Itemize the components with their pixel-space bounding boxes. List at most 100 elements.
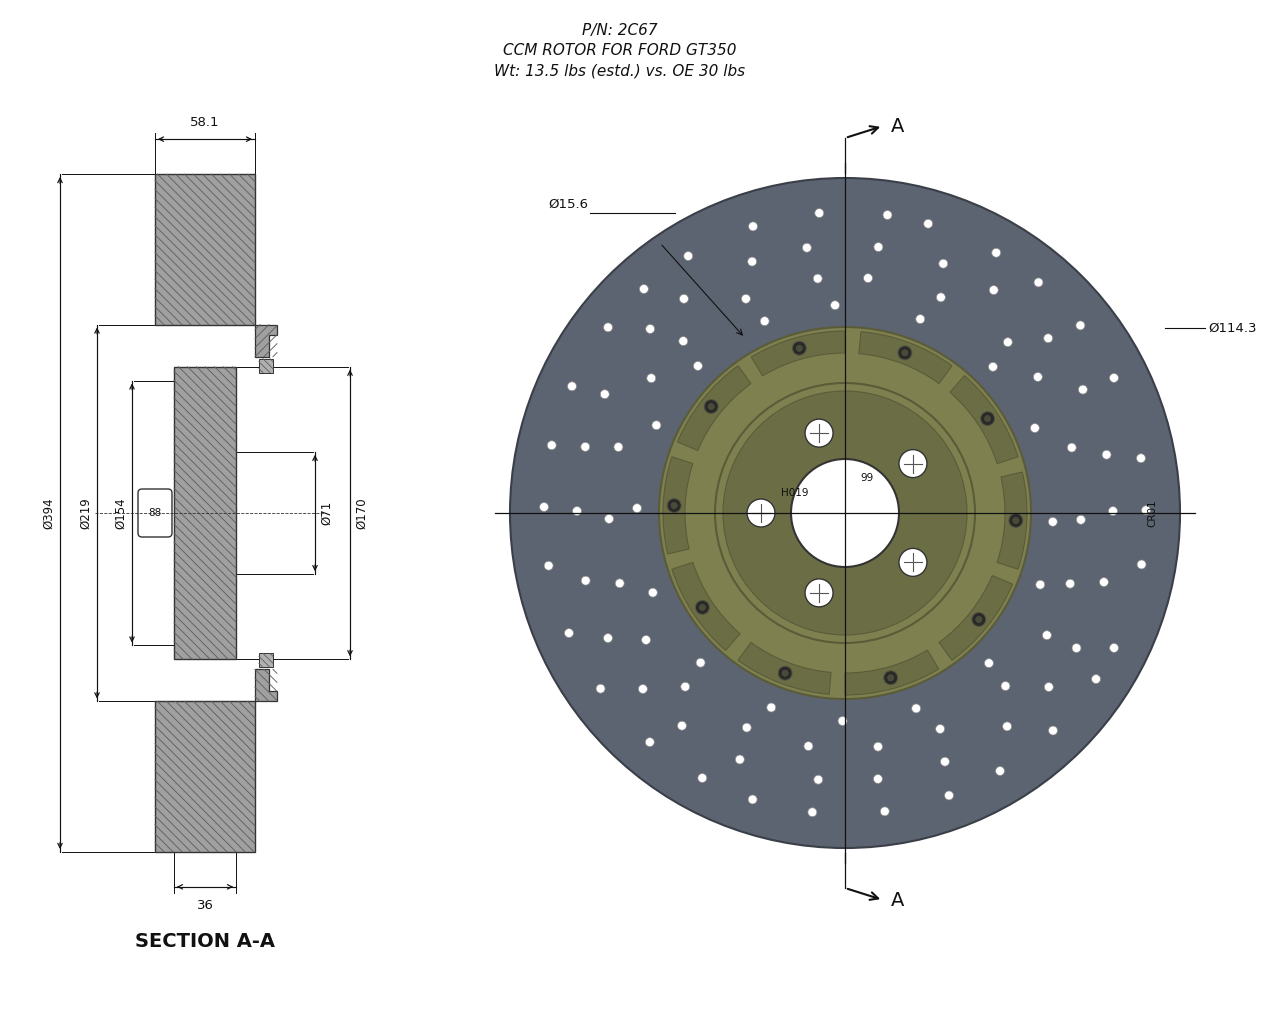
- Circle shape: [945, 791, 954, 800]
- Wedge shape: [940, 575, 1012, 660]
- Text: P/N: 2C67: P/N: 2C67: [582, 23, 658, 38]
- Circle shape: [813, 275, 822, 283]
- Circle shape: [748, 795, 758, 804]
- Circle shape: [1076, 516, 1085, 525]
- Wedge shape: [739, 642, 831, 694]
- Circle shape: [509, 178, 1180, 848]
- Circle shape: [696, 658, 705, 668]
- Circle shape: [645, 324, 654, 333]
- Text: Ø219: Ø219: [79, 497, 92, 529]
- Polygon shape: [255, 670, 276, 701]
- Circle shape: [1036, 580, 1044, 590]
- Circle shape: [988, 363, 997, 372]
- Circle shape: [803, 243, 812, 252]
- Circle shape: [873, 743, 882, 752]
- Circle shape: [915, 315, 924, 323]
- Circle shape: [680, 295, 689, 303]
- Circle shape: [975, 616, 983, 623]
- Text: Ø170: Ø170: [355, 497, 369, 529]
- Text: 88: 88: [148, 508, 161, 518]
- Circle shape: [671, 501, 678, 510]
- Wedge shape: [751, 331, 845, 376]
- Circle shape: [681, 682, 690, 691]
- Circle shape: [938, 259, 947, 268]
- Text: CCM ROTOR FOR FORD GT350: CCM ROTOR FOR FORD GT350: [503, 43, 737, 58]
- Text: A: A: [891, 890, 905, 910]
- Circle shape: [1048, 518, 1057, 527]
- Circle shape: [1102, 450, 1111, 459]
- Circle shape: [616, 578, 625, 588]
- Text: CR01: CR01: [1147, 499, 1157, 527]
- Circle shape: [767, 703, 776, 712]
- Wedge shape: [950, 376, 1018, 464]
- Text: 99: 99: [860, 473, 874, 483]
- Circle shape: [603, 633, 613, 642]
- Circle shape: [1068, 443, 1076, 452]
- Circle shape: [901, 348, 909, 357]
- Circle shape: [1011, 517, 1020, 525]
- Text: H019: H019: [781, 488, 809, 498]
- Circle shape: [1100, 577, 1108, 587]
- Circle shape: [1033, 373, 1042, 382]
- Text: Ø394: Ø394: [42, 497, 55, 529]
- Circle shape: [1002, 722, 1011, 731]
- Wedge shape: [672, 562, 740, 650]
- Circle shape: [1001, 682, 1010, 691]
- Circle shape: [640, 285, 649, 294]
- Polygon shape: [255, 324, 276, 357]
- Circle shape: [572, 506, 581, 516]
- Circle shape: [989, 286, 998, 295]
- Circle shape: [581, 443, 590, 452]
- Circle shape: [704, 399, 718, 413]
- Circle shape: [1110, 643, 1119, 652]
- Circle shape: [1066, 579, 1075, 589]
- Circle shape: [667, 498, 681, 513]
- Wedge shape: [663, 457, 692, 554]
- Circle shape: [937, 293, 946, 302]
- Circle shape: [791, 459, 899, 567]
- Circle shape: [1043, 333, 1052, 342]
- Circle shape: [1044, 683, 1053, 692]
- Circle shape: [1108, 506, 1117, 516]
- Circle shape: [614, 443, 623, 452]
- Wedge shape: [845, 650, 938, 695]
- Circle shape: [604, 515, 613, 524]
- Text: Ø114.3: Ø114.3: [1208, 321, 1257, 334]
- Text: A: A: [891, 116, 905, 136]
- Circle shape: [1009, 514, 1023, 528]
- Circle shape: [749, 222, 758, 231]
- Circle shape: [897, 345, 911, 360]
- Circle shape: [838, 716, 847, 725]
- Circle shape: [815, 209, 824, 218]
- Circle shape: [600, 390, 609, 399]
- Circle shape: [659, 327, 1030, 699]
- Circle shape: [564, 629, 573, 637]
- Circle shape: [748, 499, 774, 527]
- Text: 36: 36: [197, 899, 214, 912]
- Circle shape: [984, 658, 993, 668]
- Circle shape: [748, 257, 756, 266]
- Circle shape: [741, 295, 750, 303]
- Circle shape: [1073, 643, 1082, 652]
- Circle shape: [646, 374, 655, 383]
- Text: Ø15.6: Ø15.6: [548, 198, 588, 211]
- Circle shape: [883, 671, 897, 685]
- Circle shape: [887, 674, 895, 682]
- Circle shape: [805, 419, 833, 447]
- Circle shape: [874, 242, 883, 251]
- FancyBboxPatch shape: [138, 489, 172, 537]
- Circle shape: [1030, 423, 1039, 433]
- Circle shape: [707, 402, 716, 410]
- Circle shape: [652, 420, 660, 430]
- Circle shape: [805, 578, 833, 607]
- Circle shape: [581, 576, 590, 586]
- Circle shape: [873, 775, 882, 783]
- Circle shape: [684, 251, 692, 260]
- Circle shape: [1034, 278, 1043, 287]
- Circle shape: [936, 724, 945, 733]
- Text: Wt: 13.5 lbs (estd.) vs. OE 30 lbs: Wt: 13.5 lbs (estd.) vs. OE 30 lbs: [494, 63, 745, 78]
- Bar: [259, 653, 273, 668]
- Circle shape: [983, 414, 992, 422]
- Circle shape: [808, 807, 817, 816]
- Circle shape: [677, 721, 686, 730]
